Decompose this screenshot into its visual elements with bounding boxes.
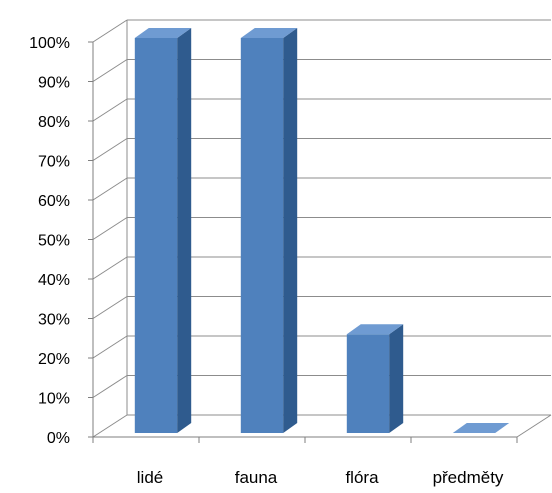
y-tick-label: 0% <box>47 430 70 447</box>
bar-front <box>346 334 390 433</box>
axes <box>88 20 552 443</box>
gridline-depth <box>92 296 128 319</box>
y-tick-label: 80% <box>38 114 70 131</box>
bar-front <box>240 38 284 433</box>
bar <box>346 324 404 433</box>
y-tick-label: 40% <box>38 272 70 289</box>
bar-side <box>177 28 192 433</box>
gridline-depth <box>92 256 128 280</box>
grid-lines <box>92 19 551 438</box>
y-tick-label: 90% <box>38 75 70 92</box>
floor-edge <box>516 414 552 438</box>
bar <box>452 423 510 433</box>
gridline-depth <box>92 414 128 438</box>
gridline-depth <box>92 335 128 359</box>
x-category-label: fauna <box>235 468 278 487</box>
bars <box>134 28 510 433</box>
labels: 0% 10% 20% 30% 40% 50% 60% 70% 80% 90% 100% lidé fau… <box>29 35 504 487</box>
x-category-label: lidé <box>137 468 163 487</box>
bar-top <box>346 324 404 335</box>
y-tick-label: 20% <box>38 351 70 368</box>
y-tick-label: 100% <box>29 35 70 52</box>
gridline-depth <box>92 98 128 122</box>
bar <box>240 28 298 433</box>
gridline-depth <box>92 177 128 201</box>
y-tick-label: 70% <box>38 154 70 171</box>
y-tick-label: 10% <box>38 391 70 408</box>
x-category-label: flóra <box>345 468 379 487</box>
bar-side <box>389 324 404 433</box>
gridline-depth <box>92 138 128 161</box>
bar-top <box>452 423 510 433</box>
gridline-depth <box>92 59 128 82</box>
gridline-depth <box>92 19 128 43</box>
bar-top <box>240 28 298 38</box>
bar-side <box>283 28 298 433</box>
y-tick-label: 30% <box>38 312 70 329</box>
y-tick-label: 50% <box>38 233 70 250</box>
gridline-depth <box>92 217 128 240</box>
bar-front <box>134 38 178 433</box>
gridline-depth <box>92 375 128 398</box>
bar <box>134 28 192 433</box>
x-category-label: předměty <box>433 468 504 487</box>
y-tick-label: 60% <box>38 193 70 210</box>
bar-top <box>134 28 192 38</box>
